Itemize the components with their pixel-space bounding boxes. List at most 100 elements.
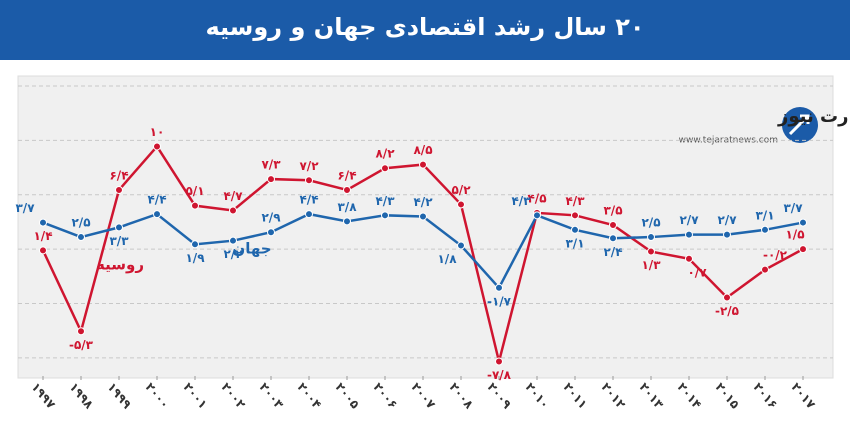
value-label: ۳/۱: [565, 236, 584, 250]
point: [723, 293, 731, 302]
value-label: ۶/۴: [109, 168, 128, 182]
value-label: -۵/۳: [69, 338, 94, 352]
point: [419, 212, 427, 221]
point: [153, 210, 161, 219]
value-label: -۱/۷: [487, 294, 512, 308]
point: [305, 176, 313, 185]
point: [571, 225, 579, 234]
x-tick-label: ۲۰۰۷: [409, 380, 439, 412]
point: [267, 228, 275, 237]
point: [495, 357, 503, 366]
value-label: ۳/۷: [15, 201, 35, 215]
x-tick-label: ۱۹۹۷: [29, 380, 59, 412]
point: [343, 185, 351, 194]
point: [267, 175, 275, 184]
value-label: ۷/۳: [261, 158, 281, 172]
value-label: ۴/۳: [375, 194, 395, 208]
point: [77, 327, 85, 336]
chart-title: ۲۰ سال رشد اقتصادی جهان و روسیه: [205, 13, 644, 41]
value-label: ۶/۴: [337, 168, 356, 182]
value-label: ۵/۲: [451, 183, 471, 197]
value-label: ۲/۷: [717, 213, 737, 227]
x-tick-label: ۱۹۹۸: [67, 380, 97, 412]
x-tick-label: ۲۰۰۲: [219, 380, 249, 412]
point: [457, 200, 465, 209]
value-label: ۸/۵: [413, 143, 432, 157]
value-label: ۳/۷: [783, 201, 803, 215]
point: [457, 241, 465, 250]
point: [381, 211, 389, 220]
value-label: ۴/۴: [299, 193, 318, 207]
point: [609, 220, 617, 229]
point: [39, 246, 47, 255]
value-label: -۷/۸: [487, 368, 512, 382]
series-name: روسیه: [96, 256, 144, 274]
point: [191, 240, 199, 249]
value-label: ۴/۴: [147, 193, 166, 207]
value-label: ۱/۵: [785, 228, 804, 242]
value-label: ۲/۵: [641, 216, 660, 230]
value-label: ۳/۳: [109, 234, 129, 248]
x-tick-label: ۲۰۱۲: [599, 380, 629, 412]
series-name: جهان: [232, 240, 271, 258]
logo-arrow: [788, 114, 810, 136]
value-label: ۲/۵: [71, 216, 90, 230]
point: [229, 206, 237, 215]
point: [305, 210, 313, 219]
value-label: ۲/۷: [679, 213, 699, 227]
point: [39, 218, 47, 227]
x-tick-label: ۲۰۱۴: [675, 380, 705, 411]
value-label: ۱/۸: [437, 252, 457, 266]
point: [495, 283, 503, 292]
value-label: ۵/۱: [185, 184, 204, 198]
logo-text: تجارت نیوز: [777, 106, 850, 127]
header: [0, 0, 850, 60]
value-label: ۲/۴: [603, 245, 622, 259]
value-label: -۰/۲: [763, 248, 788, 262]
value-label: ۱/۹: [185, 251, 205, 265]
value-label: ۲/۹: [261, 211, 281, 225]
point: [381, 164, 389, 173]
point: [609, 234, 617, 243]
value-label: ۱/۳: [641, 258, 661, 272]
point: [761, 225, 769, 234]
value-label: ۴/۵: [527, 191, 546, 205]
point: [229, 236, 237, 245]
value-label: ۴/۷: [223, 189, 243, 203]
point: [533, 211, 541, 220]
x-tick-label: ۲۰۱۷: [789, 380, 819, 412]
x-tick-label: ۲۰۱۰: [523, 380, 553, 411]
point: [77, 233, 85, 242]
value-label: -۲/۵: [715, 304, 739, 318]
x-tick-label: ۱۹۹۹: [105, 380, 135, 412]
plot-area: [17, 75, 834, 379]
value-label: ۰/۷: [687, 265, 707, 279]
value-label: ۸/۲: [375, 147, 395, 161]
point: [799, 245, 807, 254]
point: [115, 223, 123, 232]
x-tick-label: ۲۰۰۰: [143, 380, 173, 411]
x-tick-label: ۲۰۰۳: [257, 380, 287, 412]
x-tick-label: ۲۰۰۱: [181, 380, 211, 411]
x-tick-label: ۲۰۱۶: [751, 380, 781, 411]
x-tick-label: ۲۰۰۵: [333, 380, 363, 411]
point: [153, 142, 161, 151]
value-label: ۱/۴: [33, 229, 52, 243]
value-label: ۱۰: [150, 125, 165, 139]
point: [419, 160, 427, 169]
point: [647, 247, 655, 256]
x-tick-label: ۲۰۰۴: [295, 380, 325, 411]
value-label: ۳/۵: [603, 203, 622, 217]
point: [723, 230, 731, 239]
value-label: ۴/۳: [511, 194, 531, 208]
value-label: ۷/۲: [299, 159, 319, 173]
point: [343, 217, 351, 226]
value-label: ۲/۲: [223, 247, 243, 261]
point: [647, 233, 655, 242]
x-tick-label: ۲۰۰۸: [447, 380, 477, 412]
value-label: ۴/۳: [565, 194, 585, 208]
x-tick-label: ۲۰۰۹: [485, 380, 515, 412]
x-tick-label: ۲۰۱۱: [561, 380, 591, 411]
value-label: ۴/۲: [413, 195, 433, 209]
